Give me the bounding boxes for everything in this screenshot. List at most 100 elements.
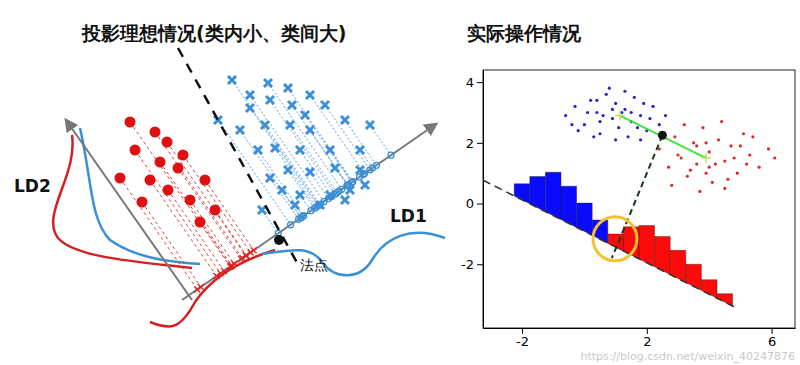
scatter-point xyxy=(586,111,589,114)
class-point xyxy=(178,150,189,161)
tick-mark xyxy=(477,264,483,265)
plot-frame xyxy=(483,70,795,328)
projection-trace xyxy=(288,170,314,208)
ld2-label: LD2 xyxy=(14,176,51,196)
projection-trace xyxy=(265,125,320,204)
scatter-point xyxy=(598,120,601,123)
scatter-point xyxy=(630,111,633,114)
scatter-point xyxy=(704,141,707,144)
scatter-point xyxy=(617,126,620,129)
class-point xyxy=(286,121,294,129)
scatter-point xyxy=(623,90,626,93)
class-point xyxy=(145,175,156,186)
scatter-point xyxy=(611,117,614,120)
scatter-point xyxy=(683,123,686,126)
projected-point xyxy=(198,284,204,290)
class-point xyxy=(115,173,126,184)
class-point xyxy=(254,146,262,154)
class-point xyxy=(137,197,148,208)
projected-point xyxy=(238,256,244,262)
projection-trace xyxy=(200,222,231,266)
projection-trace xyxy=(288,88,353,182)
scatter-point xyxy=(745,162,748,165)
projection-trace xyxy=(268,83,342,189)
class-point xyxy=(246,91,254,99)
tick: -2 xyxy=(461,257,483,272)
tick-mark xyxy=(647,328,648,334)
projection-trace xyxy=(345,120,376,165)
scatter-point xyxy=(642,102,645,105)
tick: 2 xyxy=(466,136,483,151)
x-axis: -226 xyxy=(484,328,796,349)
projection-trace xyxy=(215,210,246,255)
histogram-bar xyxy=(701,280,717,298)
projection-trace xyxy=(135,150,220,273)
tick-mark xyxy=(477,82,483,83)
scatter-point xyxy=(608,87,611,90)
scatter-point xyxy=(614,138,617,141)
class-point xyxy=(271,144,279,152)
projection-trace xyxy=(142,202,201,287)
tick-label: -2 xyxy=(461,257,474,272)
class-point xyxy=(341,196,349,204)
tick-mark xyxy=(477,204,483,205)
projected-point xyxy=(356,174,362,180)
class-point xyxy=(291,201,299,209)
projection-trace xyxy=(155,132,242,258)
class-point xyxy=(150,127,161,138)
scatter-point xyxy=(723,187,726,190)
projected-point xyxy=(308,208,314,214)
scatter-point xyxy=(689,169,692,172)
scatter-point xyxy=(639,114,642,117)
scatter-point xyxy=(564,114,567,117)
tick: -2 xyxy=(516,328,529,349)
scatter-series xyxy=(564,87,667,142)
means-line xyxy=(620,116,706,158)
distribution-curve xyxy=(150,250,275,327)
y-axis: -2024 xyxy=(461,71,483,329)
projection-trace xyxy=(168,190,224,271)
canvas: 投影理想情况(类内小、类间大)LD2LD1法点实际操作情况-226-2024ht… xyxy=(0,0,800,365)
normal-point xyxy=(274,235,284,245)
scatter-point xyxy=(714,162,717,165)
overlap-highlight xyxy=(593,217,637,261)
class-point xyxy=(185,195,196,206)
tick: 2 xyxy=(643,328,651,349)
projection-trace xyxy=(167,142,246,256)
tick-label: -2 xyxy=(516,334,529,349)
class-point xyxy=(130,145,141,156)
watermark: https://blog.csdn.net/weixin_40247876 xyxy=(580,350,795,363)
class-point xyxy=(288,101,296,109)
class-point xyxy=(258,206,266,214)
tick-mark xyxy=(772,328,773,334)
class-point xyxy=(266,96,274,104)
histogram-bar xyxy=(577,203,593,235)
scatter-point xyxy=(708,150,711,153)
projection-trace xyxy=(292,105,348,185)
class-point xyxy=(264,79,272,87)
projection-trace xyxy=(300,150,332,196)
scatter-point xyxy=(620,111,623,114)
scatter-point xyxy=(673,135,676,138)
scatter-point xyxy=(751,135,754,138)
class-point xyxy=(195,217,206,228)
class-point xyxy=(346,186,354,194)
projection-trace xyxy=(183,155,251,252)
projected-point xyxy=(288,222,294,228)
projected-point xyxy=(300,213,306,219)
scatter-point xyxy=(592,135,595,138)
projected-point xyxy=(194,286,200,292)
scatter-point xyxy=(636,126,639,129)
tick-mark xyxy=(522,328,523,334)
scatter-series xyxy=(658,120,777,193)
class-point xyxy=(173,163,184,174)
scatter-point xyxy=(739,144,742,147)
class-point xyxy=(284,84,292,92)
class-point xyxy=(296,146,304,154)
class-point xyxy=(321,101,329,109)
class-point xyxy=(155,157,166,168)
class-point xyxy=(306,126,314,134)
tick-label: 0 xyxy=(466,196,474,211)
class-point xyxy=(236,126,244,134)
histogram-bar xyxy=(561,186,577,227)
